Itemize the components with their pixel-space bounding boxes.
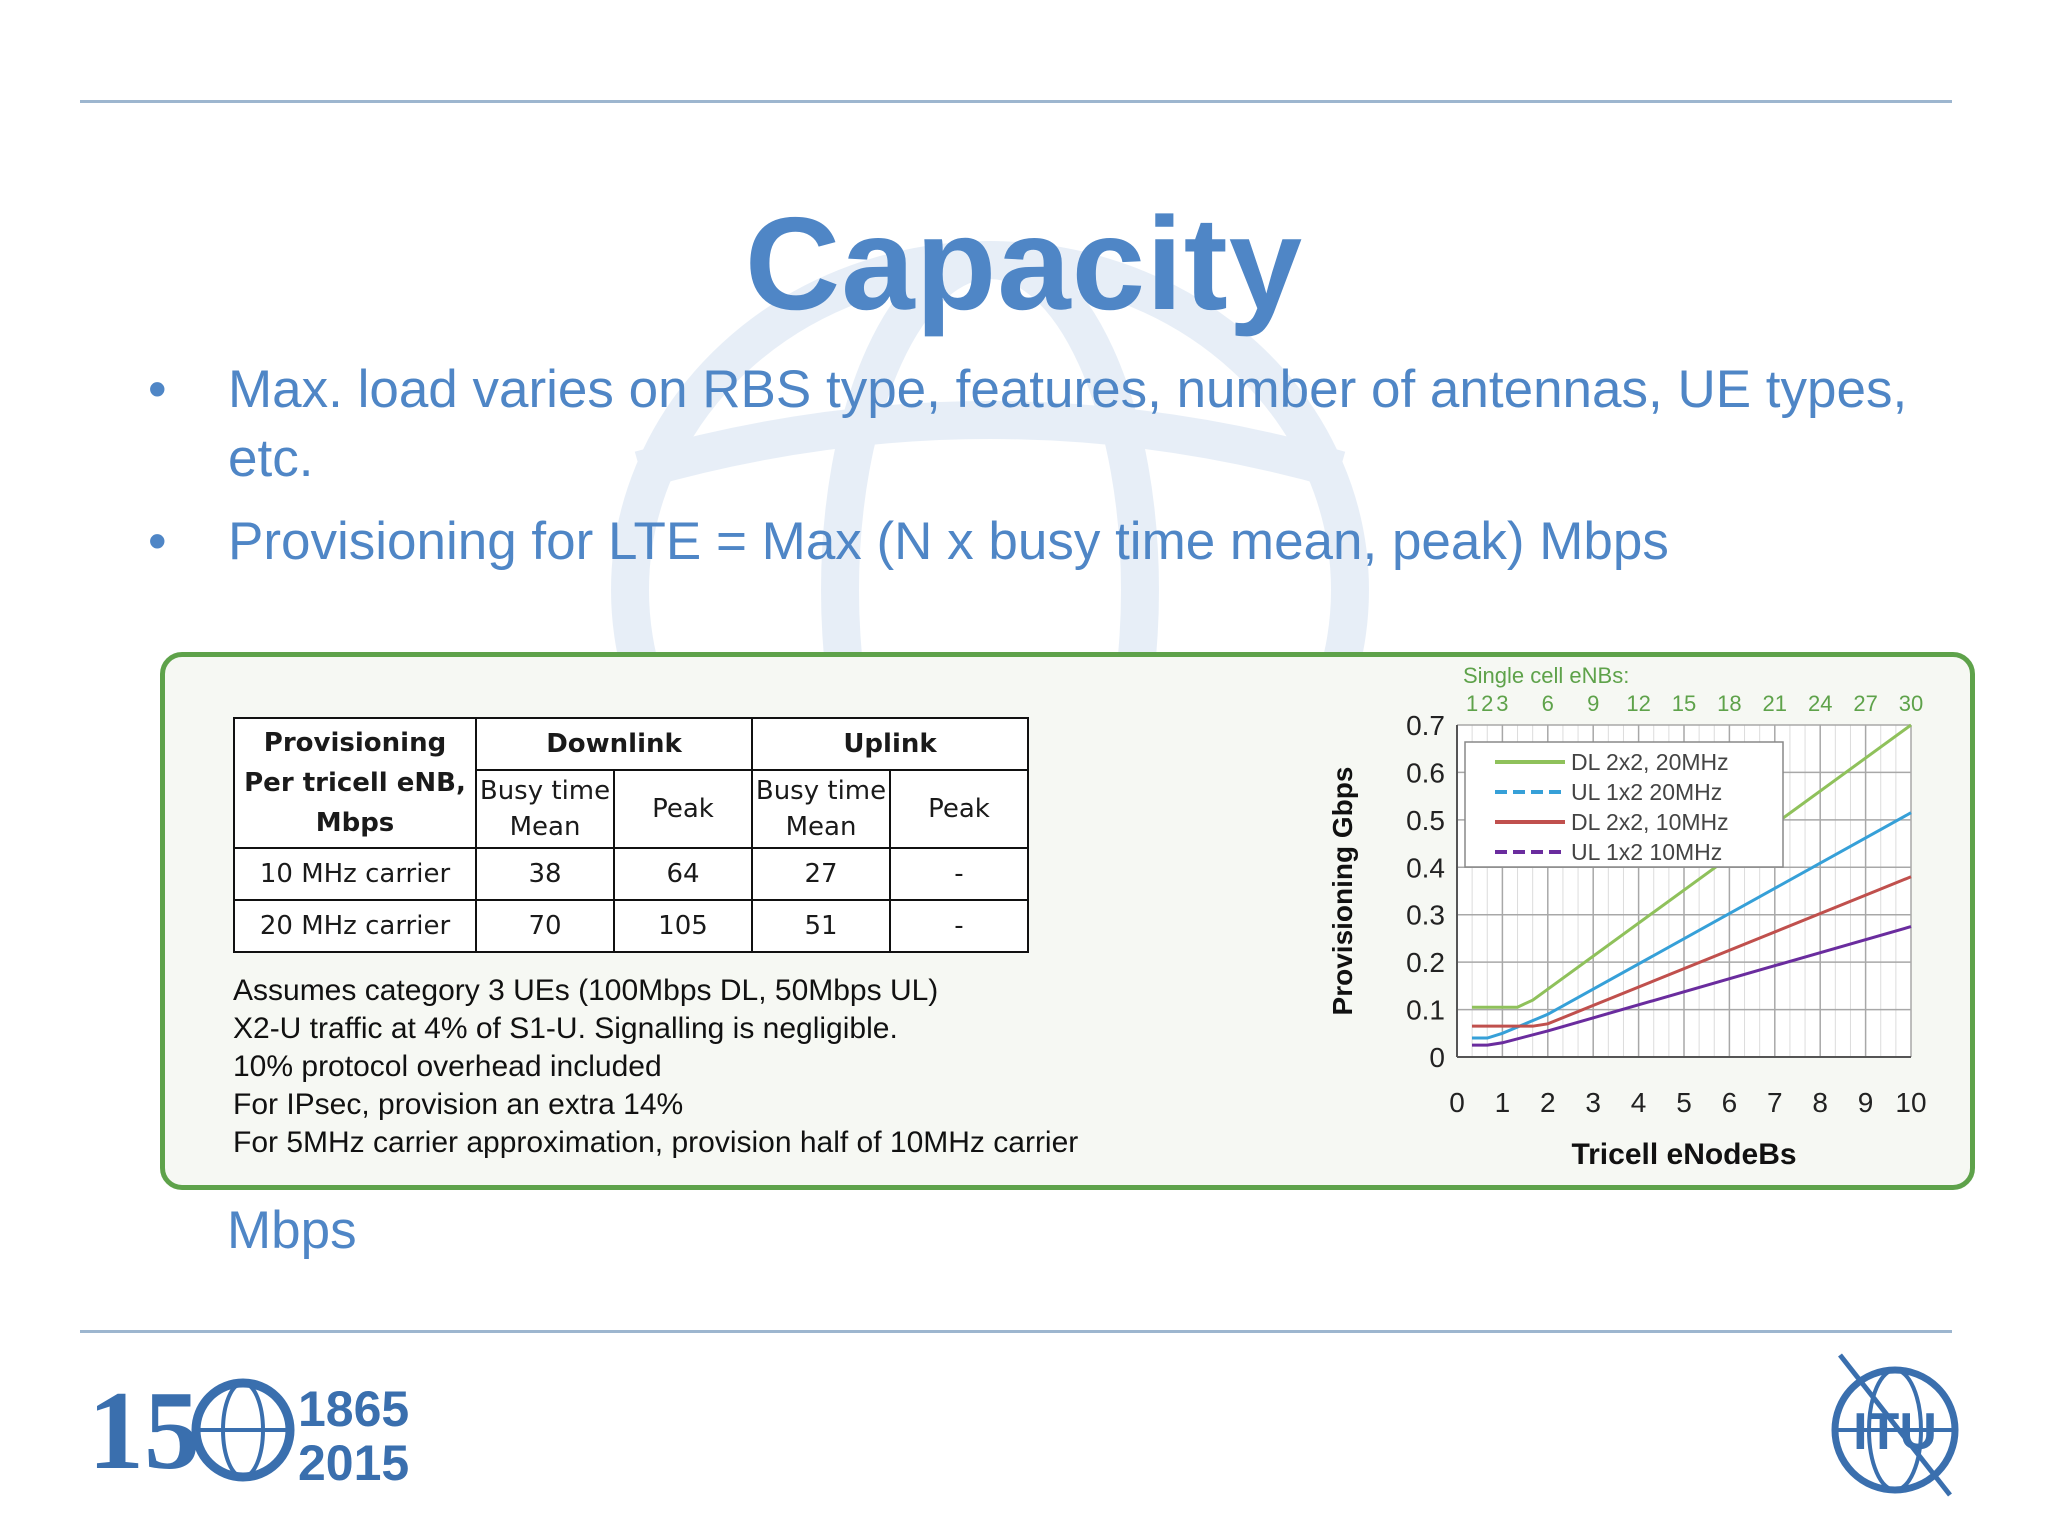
series-line-4 [1471,925,1912,1047]
bottom-divider [80,1330,1952,1333]
anniversary-number: 15 [88,1369,200,1488]
cell-ul-peak: - [889,899,1029,953]
anniversary-year-start: 1865 [298,1381,408,1437]
secondary-tick-label: 15 [1672,691,1696,716]
y-tick-label: 0.1 [1406,995,1445,1026]
bullet-text: Provisioning for LTE = Max (N x busy tim… [228,512,1669,571]
itu-globe-icon [1831,1353,1959,1497]
itu-globe-watermark [611,241,1369,670]
y-tick-label: 0.4 [1406,852,1445,883]
y-tick-label: 0.7 [1406,710,1445,741]
row-label: 10 MHz carrier [233,847,477,901]
bullet-text: Max. load varies on RBS type, features, … [228,360,1908,488]
note-line: For 5MHz carrier approximation, provisio… [233,1126,1079,1159]
itu-logo-text: ITU [1853,1403,1937,1461]
y-tick-label: 0.3 [1406,900,1445,931]
secondary-tick-label: 27 [1853,691,1877,716]
header-provisioning: Provisioning Per tricell eNB, Mbps [233,717,477,849]
x-tick-label: 5 [1676,1087,1692,1118]
header-downlink: Downlink [475,717,753,771]
secondary-tick-label: 3 [1496,691,1508,716]
provisioning-table: Provisioning Per tricell eNB, Mbps Downl… [233,717,1029,953]
x-tick-label: 6 [1722,1087,1738,1118]
secondary-tick-label: 18 [1717,691,1741,716]
slide-title: Capacity [744,190,1304,337]
anniversary-year-end: 2015 [298,1435,408,1488]
cell-ul-peak: - [889,847,1029,901]
series-line-3 [1471,875,1912,1028]
secondary-tick-label: 1 [1466,691,1478,716]
legend-label: DL 2x2, 20MHz [1571,749,1729,775]
subheader-ul-busy-mean: Busy time Mean [751,769,891,849]
x-axis-title: Tricell eNodeBs [1571,1138,1796,1171]
bullet-marker: • [148,360,167,419]
cell-dl-peak: 64 [613,847,753,901]
secondary-tick-label: 24 [1808,691,1832,716]
bullet-list: • Max. load varies on RBS type, features… [140,355,1920,588]
cell-dl-peak: 105 [613,899,753,953]
secondary-tick-label: 6 [1542,691,1554,716]
secondary-tick-label: 21 [1763,691,1787,716]
itu-globe-icon [191,1378,295,1482]
x-tick-label: 7 [1767,1087,1783,1118]
cell-ul-mean: 27 [751,847,891,901]
table-header-row: Provisioning Per tricell eNB, Mbps Downl… [233,717,1029,849]
x-tick-label: 8 [1812,1087,1828,1118]
x-tick-label: 9 [1858,1087,1874,1118]
note-line: X2-U traffic at 4% of S1-U. Signalling i… [233,1012,898,1045]
series-line-2 [1471,811,1912,1040]
secondary-tick-label: 12 [1626,691,1650,716]
note-line: Assumes category 3 UEs (100Mbps DL, 50Mb… [233,974,939,1007]
assumption-notes: Assumes category 3 UEs (100Mbps DL, 50Mb… [233,972,1078,1162]
note-line: 10% protocol overhead included [233,1050,662,1083]
cell-dl-mean: 38 [475,847,615,901]
secondary-tick-label: 9 [1587,691,1599,716]
table-row: 20 MHz carrier 70 105 51 - [233,899,1029,953]
bullet-marker: • [148,512,167,571]
cell-ul-mean: 51 [751,899,891,953]
x-tick-label: 1 [1495,1087,1511,1118]
bullet-item: • Provisioning for LTE = Max (N x busy t… [140,507,1920,576]
y-tick-label: 0.6 [1406,757,1445,788]
x-tick-label: 4 [1631,1087,1647,1118]
row-label: 20 MHz carrier [233,899,477,953]
legend-label: UL 1x2 20MHz [1571,779,1722,805]
subheader-dl-peak: Peak [613,769,753,849]
trailing-mbps-text: Mbps [227,1201,357,1260]
y-tick-label: 0.2 [1406,947,1445,978]
header-uplink: Uplink [751,717,1029,771]
itu-logo: ITU [1831,1353,1959,1497]
secondary-tick-label: 2 [1481,691,1493,716]
subheader-ul-peak: Peak [889,769,1029,849]
capacity-panel: Provisioning Per tricell eNB, Mbps Downl… [160,652,1975,1190]
y-tick-label: 0.5 [1406,805,1445,836]
table-row: 10 MHz carrier 38 64 27 - [233,847,1029,901]
y-tick-label: 0 [1429,1042,1445,1073]
legend-label: UL 1x2 10MHz [1571,839,1722,865]
x-tick-label: 10 [1895,1087,1926,1118]
x-tick-label: 0 [1449,1087,1465,1118]
subheader-dl-busy-mean: Busy time Mean [475,769,615,849]
bullet-item: • Max. load varies on RBS type, features… [140,355,1920,493]
note-line: For IPsec, provision an extra 14% [233,1088,684,1121]
secondary-tick-label: 30 [1899,691,1923,716]
x-tick-label: 2 [1540,1087,1556,1118]
x-tick-label: 3 [1585,1087,1601,1118]
top-divider [80,100,1952,103]
itu-150-anniversary-logo: 15 1865 2015 [88,1369,408,1488]
secondary-axis-label: Single cell eNBs: [1463,663,1629,688]
table-subheader-row: Busy time Mean Peak Busy time Mean Peak [234,769,1029,849]
legend-label: DL 2x2, 10MHz [1571,809,1729,835]
provisioning-chart: 0 1 2 3 4 5 6 7 8 9 1000.10.20.30.40.50.60.7Single… [1327,663,1927,1171]
y-axis-title: Provisioning Gbps [1327,767,1358,1016]
cell-dl-mean: 70 [475,899,615,953]
